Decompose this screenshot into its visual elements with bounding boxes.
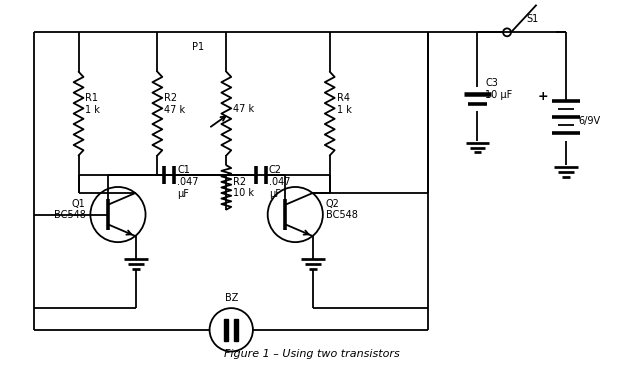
Text: 47 k: 47 k: [233, 104, 254, 114]
Text: R4
1 k: R4 1 k: [337, 93, 351, 115]
Text: C3
10 μF: C3 10 μF: [486, 78, 512, 100]
Text: 6/9V: 6/9V: [578, 116, 600, 126]
Text: C2
.047
μF: C2 .047 μF: [269, 165, 290, 198]
Text: Q1
BC548: Q1 BC548: [54, 199, 86, 221]
Text: +: +: [538, 90, 548, 103]
Text: P1: P1: [192, 42, 204, 52]
Text: R2
47 k: R2 47 k: [164, 93, 186, 115]
Text: C1
.047
μF: C1 .047 μF: [177, 165, 199, 198]
Text: Figure 1 – Using two transistors: Figure 1 – Using two transistors: [224, 349, 400, 359]
Text: Q2
BC548: Q2 BC548: [326, 199, 357, 221]
Text: BZ: BZ: [224, 293, 238, 303]
Text: R2
10 k: R2 10 k: [233, 176, 254, 198]
Bar: [234, 319, 238, 341]
Text: R1
1 k: R1 1 k: [86, 93, 101, 115]
Text: S1: S1: [527, 14, 539, 24]
Bar: [224, 319, 228, 341]
